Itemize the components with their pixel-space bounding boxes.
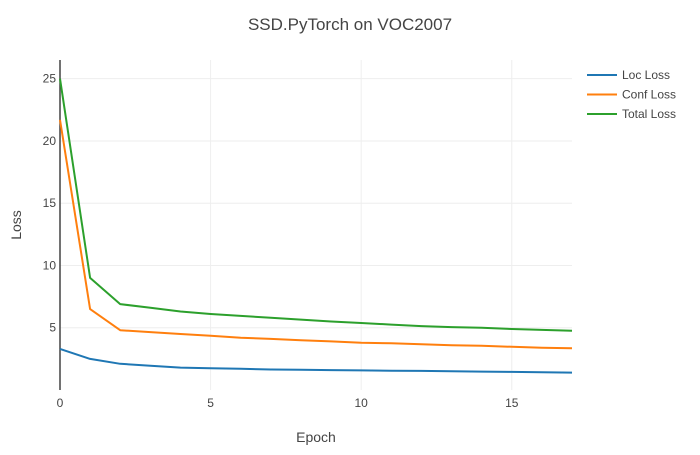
legend-label: Total Loss xyxy=(622,107,676,121)
x-axis-label: Epoch xyxy=(296,429,336,445)
y-tick-label: 5 xyxy=(49,321,56,335)
x-tick-label: 5 xyxy=(207,396,214,410)
series-line xyxy=(59,78,573,332)
x-tick-label: 0 xyxy=(57,396,64,410)
legend-label: Loc Loss xyxy=(622,68,670,82)
y-tick-label: 10 xyxy=(43,258,57,272)
x-tick-label: 10 xyxy=(354,396,368,410)
legend-item[interactable]: Total Loss xyxy=(587,107,676,121)
y-axis-label: Loss xyxy=(8,210,24,240)
tick-labels: 0 5 10 15 5 10 15 20 25 xyxy=(43,72,519,410)
series-lines xyxy=(59,78,573,374)
legend-label: Conf Loss xyxy=(622,88,676,102)
x-tick-label: 15 xyxy=(505,396,519,410)
y-tick-label: 25 xyxy=(43,72,57,86)
legend: Loc Loss Conf Loss Total Loss xyxy=(587,68,676,121)
legend-item[interactable]: Conf Loss xyxy=(587,88,676,102)
y-tick-label: 20 xyxy=(43,134,57,148)
series-line xyxy=(59,347,573,374)
y-tick-label: 15 xyxy=(43,196,57,210)
grid-lines xyxy=(60,60,572,390)
legend-item[interactable]: Loc Loss xyxy=(587,68,670,82)
chart-title: SSD.PyTorch on VOC2007 xyxy=(248,15,452,34)
series-line xyxy=(59,119,573,350)
